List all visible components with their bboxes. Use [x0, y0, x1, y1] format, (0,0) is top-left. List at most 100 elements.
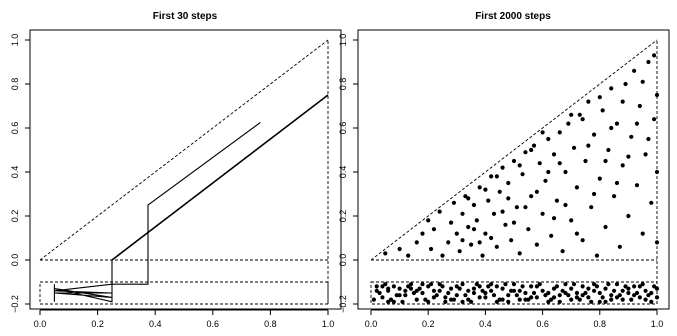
scatter-point	[448, 297, 454, 302]
scatter-point	[614, 180, 620, 186]
scatter-point	[386, 299, 391, 304]
scatter-point	[477, 295, 482, 300]
panel-first-2000-steps: First 2000 steps 0.0 0.2 0.4 0.6 0.8 1.0 −0.2…	[338, 11, 670, 329]
scatter-point	[620, 99, 625, 104]
scatter-point	[540, 288, 545, 293]
scatter-point	[649, 290, 654, 296]
scatter-point	[646, 293, 651, 298]
scatter-point	[460, 238, 465, 243]
scatter-point	[557, 130, 562, 135]
scatter-point	[612, 288, 617, 293]
scatter-point	[517, 288, 522, 293]
scatter-point	[606, 282, 611, 287]
scatter-point	[569, 112, 574, 117]
scatter-point	[431, 295, 437, 300]
scatter-point	[517, 163, 522, 168]
scatter-point	[454, 284, 459, 289]
scatter-point	[420, 231, 425, 236]
scatter-point	[483, 295, 488, 300]
scatter-point	[591, 282, 597, 287]
scatter-point	[506, 293, 511, 298]
x-axis: 0.0 0.2 0.4 0.6 0.8 1.0	[34, 309, 334, 329]
scatter-point	[626, 154, 631, 159]
scatter-point	[529, 194, 534, 199]
scatter-point	[634, 121, 640, 126]
scatter-point	[640, 231, 645, 236]
scatter-point	[491, 211, 497, 216]
x-tick-label: 1.0	[651, 319, 664, 329]
scatter-point	[617, 244, 622, 249]
scatter-point	[386, 286, 391, 291]
scatter-point	[603, 158, 608, 164]
scatter-point	[466, 196, 471, 201]
y-tick-label: 0.6	[338, 122, 348, 135]
scatter-point	[431, 288, 437, 293]
scatter-point	[563, 290, 568, 296]
scatter-point	[397, 246, 402, 252]
scatter-point	[591, 288, 597, 293]
scatter-point	[586, 143, 591, 148]
scatter-point	[520, 284, 525, 289]
scatter-point	[551, 152, 557, 157]
scatter-point	[469, 242, 474, 247]
scatter-point	[474, 218, 479, 223]
scatter-point	[629, 297, 634, 302]
scatter-point	[477, 185, 482, 190]
reference-lines	[370, 39, 658, 305]
scatter-point	[448, 286, 454, 291]
scatter-point	[580, 293, 585, 298]
scatter-point	[529, 284, 534, 289]
scatter-point	[469, 299, 474, 304]
scatter-point	[471, 290, 477, 296]
y-tick-label: −0.2	[10, 295, 20, 313]
scatter-point	[537, 282, 542, 287]
x-tick-label: 0.0	[365, 319, 378, 329]
scatter-point	[454, 293, 459, 298]
y-tick-label: 1.0	[338, 34, 348, 47]
scatter-point	[523, 150, 528, 155]
scatter-point	[649, 299, 654, 304]
scatter-point	[609, 86, 614, 91]
scatter-point	[414, 288, 419, 293]
scatter-point	[403, 293, 408, 298]
scatter-point	[374, 288, 379, 293]
scatter-point	[594, 253, 600, 258]
scatter-point	[380, 295, 385, 300]
scatter-point	[609, 125, 614, 131]
scatter-point	[457, 249, 462, 254]
scatter-point	[643, 297, 648, 302]
scatter-point	[506, 299, 511, 304]
scatter-point	[377, 290, 382, 296]
scatter-point	[546, 136, 551, 142]
scatter-point	[546, 290, 551, 296]
y-tick-label: −0.2	[338, 295, 348, 313]
scatter-points	[371, 53, 660, 304]
scatter-point	[620, 163, 625, 168]
scatter-point	[497, 189, 502, 194]
scatter-point	[600, 295, 605, 300]
scatter-point	[614, 295, 620, 300]
scatter-point	[634, 290, 640, 296]
scatter-point	[443, 299, 448, 304]
scatter-point	[534, 295, 539, 300]
scatter-point	[586, 99, 591, 104]
scatter-point	[620, 297, 625, 302]
x-axis: 0.0 0.2 0.4 0.6 0.8 1.0	[365, 309, 664, 329]
scatter-point	[523, 290, 528, 296]
series-line-1	[111, 122, 261, 261]
scatter-point	[408, 286, 414, 291]
scatter-point	[466, 224, 471, 230]
scatter-point	[443, 295, 448, 300]
x-tick-label: 0.6	[207, 319, 220, 329]
scatter-point	[632, 284, 637, 289]
y-tick-label: 1.0	[10, 34, 20, 47]
scatter-point	[414, 297, 419, 302]
scatter-point	[431, 227, 437, 232]
scatter-point	[563, 282, 568, 287]
scatter-point	[460, 282, 465, 287]
scatter-point	[654, 169, 660, 175]
scatter-point	[520, 172, 525, 177]
x-tick-label: 0.4	[149, 319, 162, 329]
scatter-point	[420, 290, 425, 296]
scatter-point	[511, 288, 517, 293]
